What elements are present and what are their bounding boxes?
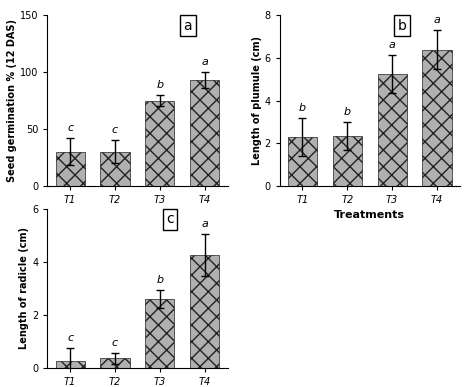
Text: b: b: [156, 80, 164, 90]
Text: b: b: [398, 19, 407, 33]
Bar: [100, 358, 129, 368]
Bar: [146, 299, 174, 368]
Bar: [55, 152, 85, 186]
Bar: [190, 80, 219, 186]
Bar: [333, 136, 362, 186]
Text: a: a: [201, 57, 208, 67]
Text: b: b: [344, 107, 351, 117]
Bar: [55, 361, 85, 368]
Text: b: b: [156, 275, 164, 285]
Text: c: c: [112, 125, 118, 135]
Bar: [190, 255, 219, 368]
Y-axis label: Seed germination % (12 DAS): Seed germination % (12 DAS): [7, 19, 17, 182]
X-axis label: Treatments: Treatments: [102, 211, 173, 220]
Bar: [100, 152, 129, 186]
Text: a: a: [434, 15, 440, 25]
Bar: [146, 101, 174, 186]
Text: a: a: [183, 19, 192, 33]
Y-axis label: Length of plumule (cm): Length of plumule (cm): [252, 36, 262, 165]
Y-axis label: Length of radicle (cm): Length of radicle (cm): [19, 227, 29, 349]
Bar: [422, 50, 452, 186]
Text: c: c: [67, 333, 73, 343]
Bar: [378, 74, 407, 186]
X-axis label: Treatments: Treatments: [334, 211, 405, 220]
Text: a: a: [201, 219, 208, 229]
Bar: [288, 137, 317, 186]
Text: c: c: [67, 123, 73, 133]
Text: b: b: [299, 103, 306, 113]
Text: c: c: [166, 212, 173, 226]
Text: c: c: [112, 338, 118, 348]
Text: a: a: [389, 40, 396, 50]
